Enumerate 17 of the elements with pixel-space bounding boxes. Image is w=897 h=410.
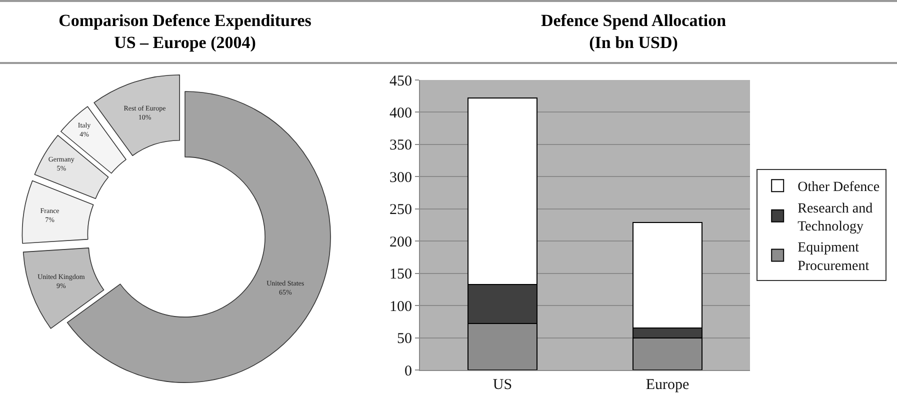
legend-label: Other Defence (798, 180, 880, 196)
y-tick-label: 0 (404, 363, 412, 380)
chart-title: Defence Spend Allocation (In bn USD) (370, 2, 897, 64)
y-tick-label: 50 (397, 331, 412, 348)
legend-label: Equipment Procurement (798, 240, 870, 274)
y-tick-label: 150 (390, 266, 412, 283)
y-tick-label: 200 (390, 234, 412, 250)
y-tick-label: 400 (390, 105, 412, 122)
x-tick-label: Europe (646, 377, 690, 393)
x-tick-label: US (492, 377, 512, 393)
y-tick-label: 250 (390, 202, 412, 218)
y-tick-label: 100 (390, 298, 412, 315)
y-tick-label: 450 (390, 73, 412, 90)
y-tick-label: 300 (390, 170, 412, 186)
y-tick-label: 350 (390, 138, 412, 154)
legend-label: Research and Technology (798, 201, 873, 234)
chart-title: Comparison Defence Expenditures US – Europe (2004) (0, 2, 370, 64)
